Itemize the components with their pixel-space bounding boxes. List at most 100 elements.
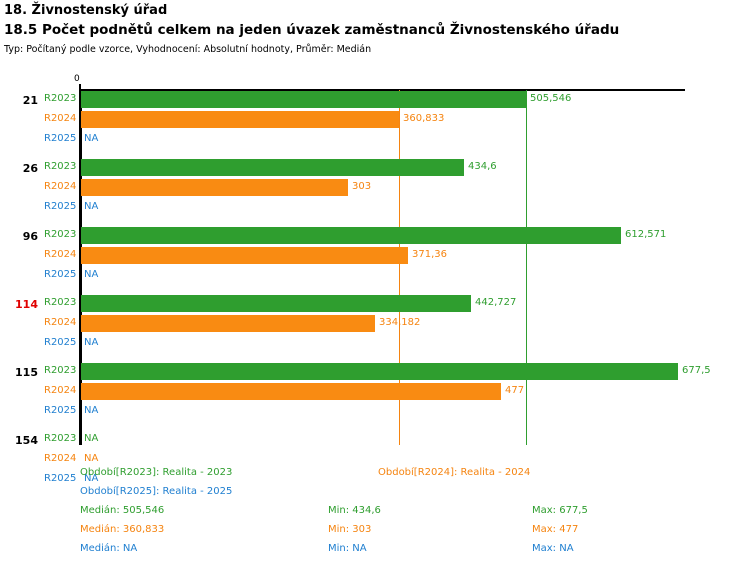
- legend-entry-2025: Období[R2025]: Realita - 2025: [80, 486, 233, 497]
- series-label-r2024: R2024: [44, 181, 77, 192]
- bar-value-na: NA: [84, 473, 99, 484]
- bar-value-label: 612,571: [625, 229, 667, 240]
- chart-title: 18.5 Počet podnětů celkem na jeden úvaze…: [4, 22, 620, 38]
- stats-row-2023: Medián: 505,546 Min: 434,6 Max: 677,5: [0, 504, 750, 523]
- axis-zero-tick-mark: [79, 84, 81, 90]
- bar-row: R2024 334,182: [0, 314, 750, 334]
- series-label-r2023: R2023: [44, 93, 77, 104]
- stat-min-2025: Min: NA: [328, 543, 367, 554]
- bar-value-label: 334,182: [379, 317, 421, 328]
- bar-row: R2025 NA: [0, 334, 750, 354]
- bar-value-label: 434,6: [468, 161, 497, 172]
- group-label-114: 114: [15, 298, 38, 311]
- series-label-r2024: R2024: [44, 453, 77, 464]
- stat-median-2024: Medián: 360,833: [80, 524, 165, 535]
- page-title: 18. Živnostenský úřad: [4, 3, 168, 18]
- bar-value-label: 677,5: [682, 365, 711, 376]
- bar-r2024[interactable]: [81, 247, 408, 264]
- bar-row: R2023 505,546: [0, 90, 750, 110]
- series-label-r2024: R2024: [44, 385, 77, 396]
- bar-r2023[interactable]: [81, 227, 621, 244]
- group-label-96: 96: [22, 230, 38, 243]
- bar-row: R2023 677,5: [0, 362, 750, 382]
- bar-row: R2024 477: [0, 382, 750, 402]
- bar-value-na: NA: [84, 433, 99, 444]
- chart-meta-line: Typ: Počítaný podle vzorce, Vyhodnocení:…: [4, 44, 372, 55]
- bar-group: 21 R2023 505,546 R2024 360,833 R2025 NA: [0, 90, 750, 150]
- axis-top-line: [80, 89, 685, 91]
- chart-legend: Období[R2023]: Realita - 2023 Období[R20…: [0, 466, 750, 561]
- stat-min-2024: Min: 303: [328, 524, 372, 535]
- series-label-r2024: R2024: [44, 317, 77, 328]
- axis-zero-tick-label: 0: [74, 74, 80, 84]
- series-label-r2024: R2024: [44, 113, 77, 124]
- stat-max-2025: Max: NA: [532, 543, 574, 554]
- series-label-r2024: R2024: [44, 249, 77, 260]
- stat-median-2023: Medián: 505,546: [80, 505, 165, 516]
- series-label-r2023: R2023: [44, 433, 77, 444]
- bar-group: 114 R2023 442,727 R2024 334,182 R2025 NA: [0, 294, 750, 354]
- stat-median-2025: Medián: NA: [80, 543, 138, 554]
- group-label-154: 154: [15, 434, 38, 447]
- group-label-26: 26: [22, 162, 38, 175]
- bar-value-label: 477: [505, 385, 525, 396]
- series-label-r2025: R2025: [44, 269, 77, 280]
- bar-value-label: 371,36: [412, 249, 447, 260]
- bar-r2024[interactable]: [81, 315, 375, 332]
- bar-value-label: 442,727: [475, 297, 517, 308]
- bar-value-na: NA: [84, 337, 99, 348]
- bar-r2023[interactable]: [81, 295, 471, 312]
- bar-row: R2023 442,727: [0, 294, 750, 314]
- bar-r2024[interactable]: [81, 111, 399, 128]
- bar-r2024[interactable]: [81, 179, 348, 196]
- bar-value-na: NA: [84, 201, 99, 212]
- bar-r2023[interactable]: [81, 363, 678, 380]
- series-label-r2025: R2025: [44, 201, 77, 212]
- bar-row: R2024 371,36: [0, 246, 750, 266]
- series-label-r2025: R2025: [44, 405, 77, 416]
- legend-entry-2023: Období[R2023]: Realita - 2023: [80, 467, 233, 478]
- bar-group: 154 R2023 NA R2024 NA R2025 NA: [0, 430, 750, 490]
- bar-row: R2024 360,833: [0, 110, 750, 130]
- series-label-r2025: R2025: [44, 473, 77, 484]
- bar-r2024[interactable]: [81, 383, 501, 400]
- bar-value-label: 360,833: [403, 113, 445, 124]
- bar-row: R2025 NA: [0, 130, 750, 150]
- bar-group: 115 R2023 677,5 R2024 477 R2025 NA: [0, 362, 750, 422]
- legend-row-series: Období[R2023]: Realita - 2023 Období[R20…: [0, 466, 750, 485]
- bar-value-label: 505,546: [530, 93, 572, 104]
- stat-max-2024: Max: 477: [532, 524, 579, 535]
- series-label-r2025: R2025: [44, 337, 77, 348]
- group-label-115: 115: [15, 366, 38, 379]
- bar-row: R2024 NA: [0, 450, 750, 470]
- bar-r2023[interactable]: [81, 159, 464, 176]
- median-line-r2024: [398, 90, 400, 445]
- bar-value-label: 303: [352, 181, 372, 192]
- series-label-r2023: R2023: [44, 365, 77, 376]
- stat-max-2023: Max: 677,5: [532, 505, 588, 516]
- chart-header: 18. Živnostenský úřad 18.5 Počet podnětů…: [4, 0, 746, 56]
- bar-row: R2025 NA: [0, 198, 750, 218]
- bar-row: R2023 612,571: [0, 226, 750, 246]
- series-label-r2025: R2025: [44, 133, 77, 144]
- stat-min-2023: Min: 434,6: [328, 505, 381, 516]
- bar-row: R2024 303: [0, 178, 750, 198]
- group-label-21: 21: [22, 94, 38, 107]
- bar-r2023[interactable]: [81, 91, 526, 108]
- bar-value-na: NA: [84, 453, 99, 464]
- stats-row-2025: Medián: NA Min: NA Max: NA: [0, 542, 750, 561]
- bar-group: 26 R2023 434,6 R2024 303 R2025 NA: [0, 158, 750, 218]
- bar-row: R2023 434,6: [0, 158, 750, 178]
- axis-baseline-vertical: [79, 89, 82, 445]
- series-label-r2023: R2023: [44, 161, 77, 172]
- bar-group: 96 R2023 612,571 R2024 371,36 R2025 NA: [0, 226, 750, 286]
- median-line-r2023: [526, 90, 528, 445]
- bar-value-na: NA: [84, 269, 99, 280]
- series-label-r2023: R2023: [44, 297, 77, 308]
- bar-row: R2025 NA: [0, 266, 750, 286]
- stats-row-2024: Medián: 360,833 Min: 303 Max: 477: [0, 523, 750, 542]
- legend-entry-2024: Období[R2024]: Realita - 2024: [378, 467, 531, 478]
- legend-row-series-2025: Období[R2025]: Realita - 2025: [0, 485, 750, 504]
- bar-value-na: NA: [84, 133, 99, 144]
- bar-row: R2023 NA: [0, 430, 750, 450]
